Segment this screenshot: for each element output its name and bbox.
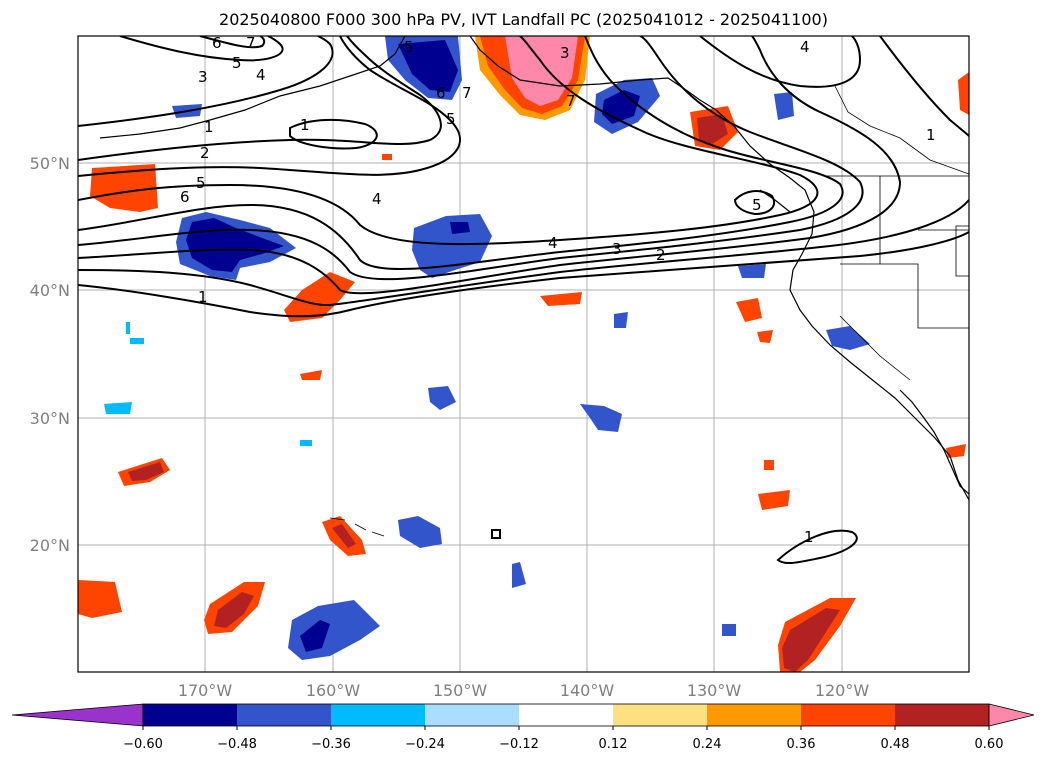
colorbar-tick-label: 0.12 <box>599 737 628 752</box>
colorbar-segment <box>801 704 896 726</box>
latitude-labels: 50°N 40°N 30°N 20°N <box>30 154 70 555</box>
colorbar-segment <box>613 704 708 726</box>
coastline <box>99 36 969 537</box>
lon-label-120w: 120°W <box>815 681 870 700</box>
contour-label: 5 <box>232 54 242 72</box>
colorbar-tick-label: −0.60 <box>123 737 163 752</box>
contour-label: 3 <box>198 68 208 86</box>
lon-label-170w: 170°W <box>178 681 233 700</box>
lat-label-40n: 40°N <box>30 281 70 300</box>
colorbar-segment <box>707 704 802 726</box>
contour-label: 4 <box>800 38 810 56</box>
colorbar-segment <box>143 704 238 726</box>
colorbar-tick-label: −0.36 <box>311 737 351 752</box>
contour-label: 1 <box>804 528 814 546</box>
colorbar-segment <box>425 704 520 726</box>
lon-label-140w: 140°W <box>560 681 615 700</box>
contour-label: 4 <box>372 190 382 208</box>
contour-label: 1 <box>198 288 208 306</box>
colorbar <box>11 703 1035 727</box>
contour-label: 5 <box>446 110 456 128</box>
contour-label: 7 <box>566 92 576 110</box>
lat-label-50n: 50°N <box>30 154 70 173</box>
map-border <box>77 35 970 673</box>
map-area <box>78 36 969 672</box>
contour-label: 7 <box>462 84 472 102</box>
colorbar-tick-label: 0.24 <box>693 737 722 752</box>
contour-label: 7 <box>246 34 256 52</box>
colorbar-tick-label: −0.12 <box>499 737 539 752</box>
lon-label-160w: 160°W <box>306 681 361 700</box>
contour-labels: 6 7 5 4 3 1 2 5 6 4 1 5 7 6 5 3 7 4 3 2 … <box>180 34 936 546</box>
lon-label-150w: 150°W <box>433 681 488 700</box>
colorbar-tick-label: 0.60 <box>975 737 1004 752</box>
colorbar-tick-label: −0.48 <box>217 737 257 752</box>
pv-contours <box>78 36 969 565</box>
colorbar-ticks: −0.60 −0.48 −0.36 −0.24 −0.12 0.12 0.24 0.36 0.4… <box>123 726 1003 752</box>
colorbar-extend-low <box>11 703 144 727</box>
contour-label: 5 <box>196 174 206 192</box>
contour-label: 6 <box>436 84 446 102</box>
contour-label: 6 <box>180 188 190 206</box>
lon-label-130w: 130°W <box>687 681 742 700</box>
colorbar-tick-label: 0.48 <box>881 737 910 752</box>
contour-label: 4 <box>548 234 558 252</box>
lat-label-20n: 20°N <box>30 536 70 555</box>
contour-label: 4 <box>256 66 266 84</box>
contour-label: 1 <box>300 116 310 134</box>
contour-label: 2 <box>656 246 666 264</box>
contour-label: 5 <box>404 38 414 56</box>
colorbar-tick-label: 0.36 <box>787 737 816 752</box>
contour-label: 1 <box>204 118 214 136</box>
colorbar-segment <box>895 704 990 726</box>
contour-label: 2 <box>200 144 210 162</box>
lat-label-30n: 30°N <box>30 409 70 428</box>
longitude-labels: 170°W 160°W 150°W 140°W 130°W 120°W <box>178 681 870 700</box>
colorbar-extend-high <box>988 703 1035 727</box>
map-title: 2025040800 F000 300 hPa PV, IVT Landfall… <box>219 10 828 29</box>
contour-label: 6 <box>212 34 222 52</box>
colorbar-segment <box>331 704 426 726</box>
contour-label: 3 <box>560 44 570 62</box>
colorbar-tick-label: −0.24 <box>405 737 445 752</box>
contour-label: 1 <box>926 126 936 144</box>
contour-label: 5 <box>752 196 762 214</box>
contour-label: 3 <box>612 240 622 258</box>
colorbar-segment <box>519 704 614 726</box>
colorbar-segment <box>237 704 332 726</box>
colorbar-frame <box>142 703 990 727</box>
